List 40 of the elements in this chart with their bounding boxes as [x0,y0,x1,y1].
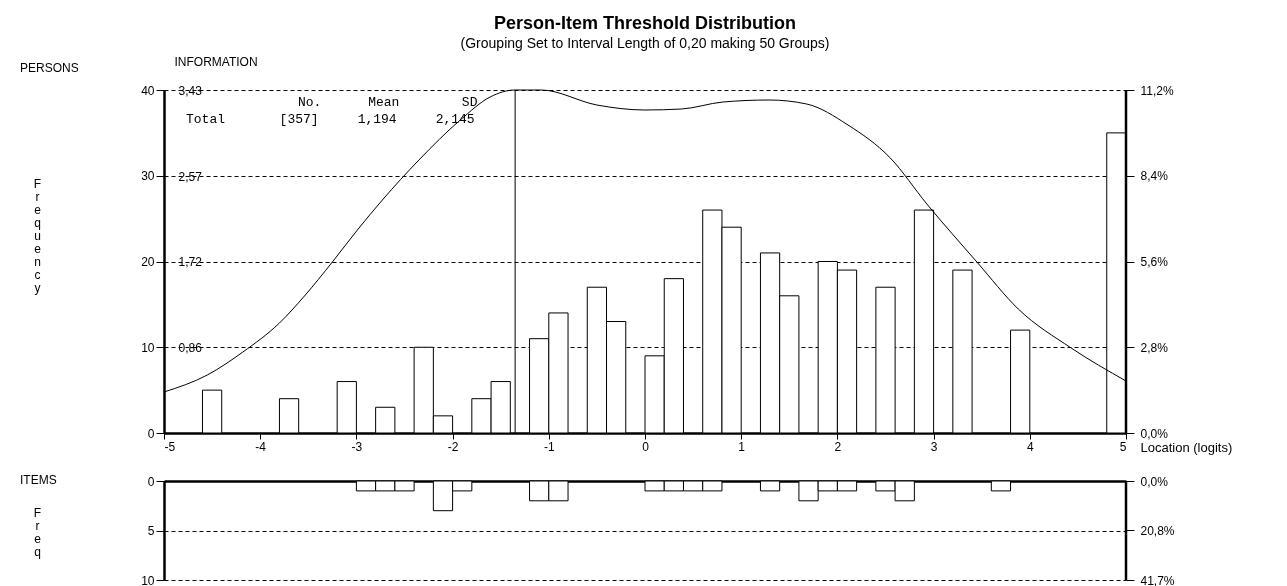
text: ITEMS [20,473,57,487]
chart-title: Person-Item Threshold Distribution [493,13,797,33]
x-tick-label: -2 [447,439,459,454]
chart-subtitle: (Grouping Set to Interval Length of 0,20 making 50 Groups) [460,35,830,51]
y3-tick-label: 0,86 [178,340,203,355]
x-tick-label: 5 [1119,439,1127,454]
y2-tick-label: 5,6% [1140,255,1169,269]
y-tick-label: 5 [147,524,155,538]
x-tick-label: 3 [930,439,938,454]
x-tick-label: -1 [543,439,555,454]
y-tick-label: 40 [141,83,155,98]
x-axis-title: Location (logits) [1140,439,1233,455]
y-tick-label: 0 [147,474,155,489]
y2-tick-label: 41,7% [1140,573,1175,586]
text: Frequency [33,176,42,295]
text: PERSONS [20,61,79,75]
x-tick-label: -3 [351,439,363,454]
x-tick-label: 1 [738,439,746,454]
y2-tick-label: 2,8% [1140,340,1169,355]
x-tick-label: -5 [164,439,176,454]
y-tick-label: 20 [141,255,155,269]
x-tick-label: 2 [834,439,842,454]
y3-axis-title: INFORMATION [174,54,258,69]
y2-tick-label: 20,8% [1140,523,1175,538]
y2-tick-label: 8,4% [1140,169,1169,184]
y-tick-label: 10 [141,573,155,586]
y-tick-label: 30 [141,169,155,184]
y3-tick-label: 3,43 [178,83,203,98]
y2-tick-label: 0,0% [1140,474,1169,489]
x-tick-label: 0 [642,439,650,454]
y-tick-label: 10 [141,340,155,355]
y-axis-title: Freq [33,505,42,559]
y3-tick-label: 1,72 [178,254,203,269]
x-tick-label: -4 [255,439,267,454]
y2-tick-label: 0,0% [1140,426,1169,441]
y3-tick-label: 2,57 [178,169,203,184]
y-tick-label: 0 [147,426,155,441]
y2-tick-label: 11,2% [1140,83,1174,98]
annotation: No. Mean SD [298,95,478,110]
x-tick-label: 4 [1026,439,1034,454]
